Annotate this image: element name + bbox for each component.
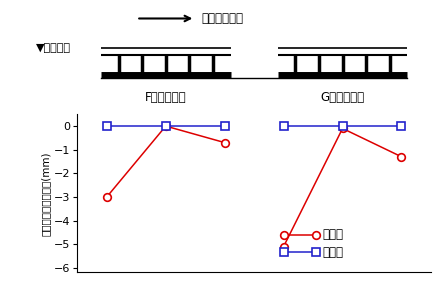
Text: 施工後: 施工後 [322,246,343,259]
Text: ▼：変位計: ▼：変位計 [36,43,71,53]
Y-axis label: 軌道スラブ邉直変位(mm): 軌道スラブ邉直変位(mm) [41,151,51,236]
Text: 施工前: 施工前 [322,228,343,241]
Text: G種補修箇所: G種補修箇所 [320,91,365,104]
Text: F種補修箇所: F種補修箇所 [145,91,187,104]
Text: 列車進行方向: 列車進行方向 [201,12,243,25]
